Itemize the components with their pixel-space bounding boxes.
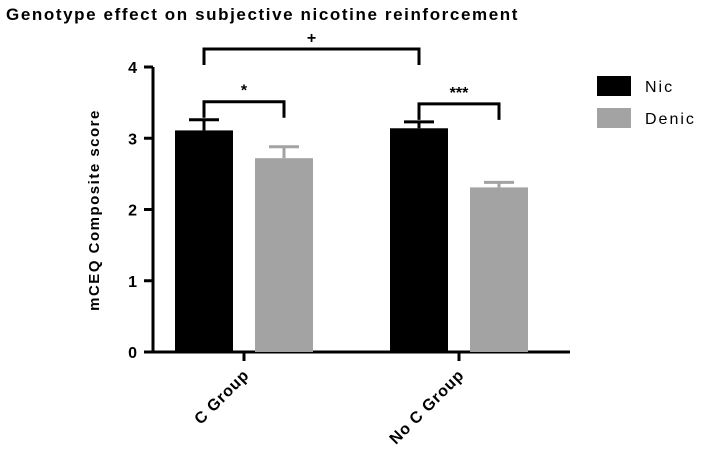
legend-label: Nic xyxy=(645,79,674,96)
chart-title: Genotype effect on subjective nicotine r… xyxy=(6,5,519,24)
significance-bracket xyxy=(202,47,421,65)
y-axis-label: mCEQ Composite score xyxy=(86,109,103,311)
x-tick-label: C Group xyxy=(192,367,253,428)
y-tick-label: 4 xyxy=(128,60,137,77)
legend-swatch xyxy=(597,76,631,96)
x-tick-label: No C Group xyxy=(387,367,468,448)
bar xyxy=(255,158,313,352)
y-tick-label: 2 xyxy=(128,203,137,220)
significance-label: *** xyxy=(450,85,469,102)
significance-label: * xyxy=(241,83,248,100)
y-tick-label: 3 xyxy=(128,131,137,148)
bar xyxy=(390,128,448,352)
legend: Nic Denic xyxy=(597,76,696,128)
bar xyxy=(175,130,233,352)
significance-label: + xyxy=(307,30,316,47)
significance-bracket xyxy=(202,100,286,118)
bar xyxy=(470,187,528,352)
legend-swatch xyxy=(597,108,631,128)
y-tick-label: 1 xyxy=(128,274,137,291)
significance-bracket xyxy=(417,102,501,120)
y-tick-label: 0 xyxy=(128,345,137,362)
legend-label: Denic xyxy=(645,111,696,128)
